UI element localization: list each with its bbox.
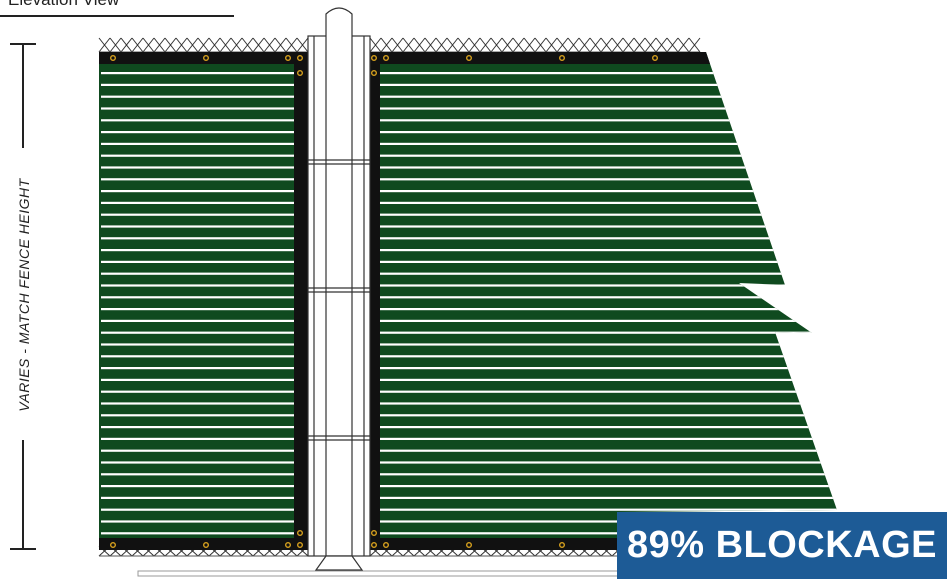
title-underline	[0, 15, 234, 17]
left-privacy-screen	[99, 52, 308, 550]
blockage-badge-text: 89% BLOCKAGE	[626, 524, 938, 566]
blockage-badge: 89% BLOCKAGE	[617, 512, 947, 579]
right-privacy-screen	[370, 52, 837, 550]
ground-line	[137, 570, 619, 577]
height-dimension-label: VARIES - MATCH FENCE HEIGHT	[16, 178, 32, 412]
diagram-title: Elevation View	[8, 0, 119, 10]
chain-link-top	[98, 37, 701, 53]
height-dimension	[10, 43, 36, 550]
fence-post	[307, 7, 371, 571]
